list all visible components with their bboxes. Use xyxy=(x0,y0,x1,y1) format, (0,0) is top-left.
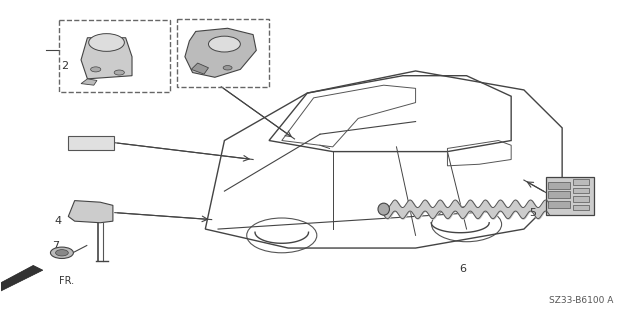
Text: 2: 2 xyxy=(61,61,68,71)
Bar xyxy=(548,182,570,189)
Bar xyxy=(573,205,589,211)
Text: FR.: FR. xyxy=(59,276,74,286)
Bar xyxy=(548,191,570,198)
Ellipse shape xyxy=(378,203,390,215)
Bar xyxy=(573,188,589,193)
Text: 6: 6 xyxy=(460,263,467,274)
Bar xyxy=(548,201,570,208)
Text: 4: 4 xyxy=(55,216,62,226)
Bar xyxy=(68,136,114,150)
Polygon shape xyxy=(68,201,113,223)
Circle shape xyxy=(89,33,124,51)
Bar xyxy=(546,177,594,215)
Text: 5: 5 xyxy=(530,208,537,218)
Text: 7: 7 xyxy=(52,241,59,251)
Polygon shape xyxy=(81,79,97,85)
Circle shape xyxy=(56,250,68,256)
Circle shape xyxy=(51,247,74,258)
Polygon shape xyxy=(0,265,43,292)
Circle shape xyxy=(91,67,100,72)
Polygon shape xyxy=(81,38,132,79)
Polygon shape xyxy=(185,28,256,77)
Polygon shape xyxy=(191,63,209,74)
Text: SZ33-B6100 A: SZ33-B6100 A xyxy=(549,296,614,305)
Text: 3: 3 xyxy=(214,58,221,68)
Text: 1: 1 xyxy=(106,144,113,153)
Circle shape xyxy=(223,66,232,70)
Circle shape xyxy=(209,36,241,52)
Circle shape xyxy=(114,70,124,75)
Bar xyxy=(573,179,589,185)
Bar xyxy=(573,196,589,202)
